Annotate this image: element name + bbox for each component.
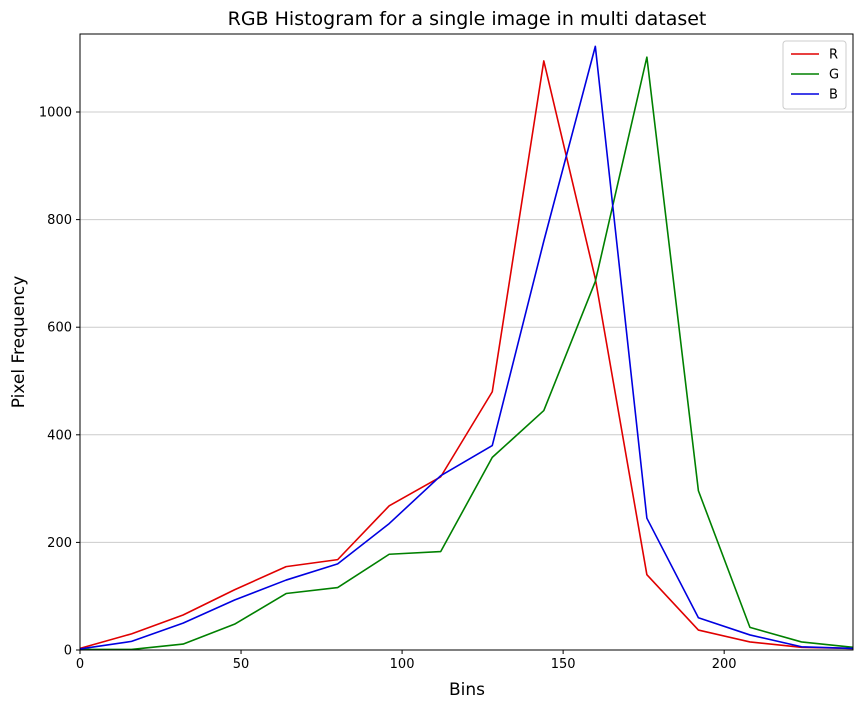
x-tick-label: 150 (551, 657, 576, 672)
legend: RGB (782, 40, 847, 110)
series-line-b (79, 45, 854, 650)
y-tick-label: 400 (47, 428, 72, 443)
y-tick-label: 200 (47, 536, 72, 551)
grid-lines (80, 111, 853, 543)
x-tick-label: 50 (233, 657, 250, 672)
y-axis-ticks: 0 200 400 600 800 1000 (39, 106, 80, 659)
legend-label-g: G (829, 68, 839, 83)
y-axis-label: Pixel Frequency (9, 276, 29, 409)
plot-area-frame (79, 33, 854, 651)
legend-label-r: R (829, 48, 838, 63)
y-tick-label: 600 (47, 321, 72, 336)
x-axis-label: Bins (449, 680, 485, 700)
y-tick-label: 1000 (39, 106, 72, 121)
x-tick-label: 100 (390, 657, 415, 672)
x-axis-ticks: 0 50 100 150 200 (76, 650, 737, 672)
legend-box (782, 40, 847, 110)
x-tick-label: 200 (712, 657, 737, 672)
series-lines (79, 45, 854, 651)
series-line-g (80, 56, 854, 651)
y-tick-label: 0 (64, 644, 72, 659)
y-tick-label: 800 (47, 213, 72, 228)
x-tick-label: 0 (76, 657, 84, 672)
series-line-r (79, 60, 854, 650)
legend-label-b: B (829, 88, 838, 103)
chart-title: RGB Histogram for a single image in mult… (228, 8, 707, 30)
